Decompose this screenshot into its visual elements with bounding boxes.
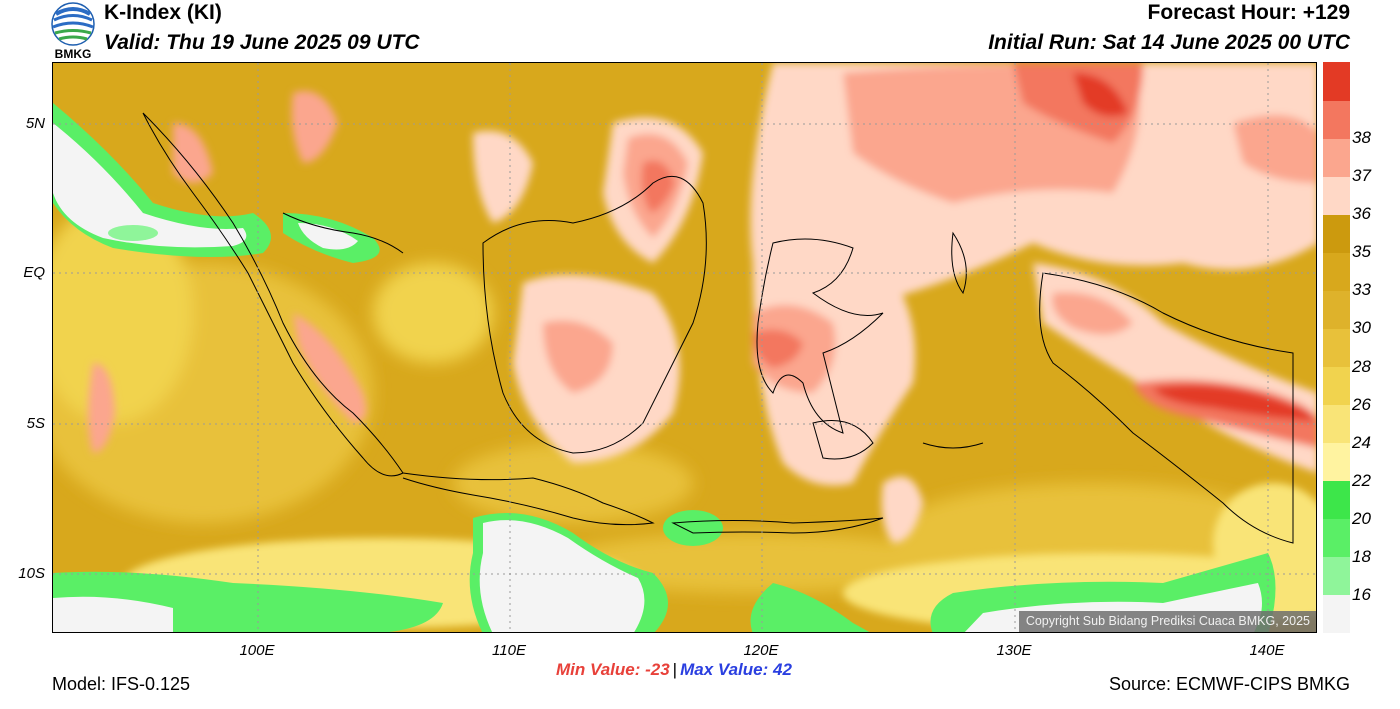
legend-swatch	[1323, 366, 1350, 406]
legend-swatch	[1323, 214, 1350, 253]
legend-tick-label: 28	[1352, 356, 1371, 376]
lat-label-5s: 5S	[26, 415, 45, 432]
field-high-values	[88, 63, 1316, 543]
lon-label-100e: 100E	[239, 642, 275, 659]
min-max-values: Min Value: -23 | Max Value: 42	[556, 660, 792, 680]
color-legend	[1323, 62, 1350, 634]
graticule	[53, 63, 1316, 632]
legend-tick-label: 22	[1352, 470, 1371, 490]
legend-tick-label: 26	[1352, 394, 1371, 414]
valid-time: Valid: Thu 19 June 2025 09 UTC	[104, 31, 420, 54]
legend-tick-label: 30	[1352, 318, 1371, 338]
legend-swatch	[1323, 556, 1350, 596]
legend-swatch	[1323, 480, 1350, 520]
stats-separator: |	[672, 660, 678, 679]
lat-label-5n: 5N	[25, 115, 45, 132]
copyright-notice: Copyright Sub Bidang Prediksi Cuaca BMKG…	[1018, 611, 1316, 632]
field-dry-areas	[53, 103, 1276, 632]
legend-swatch	[1323, 176, 1350, 215]
lon-label-130e: 130E	[996, 642, 1032, 659]
legend-tick-label: 37	[1352, 166, 1371, 186]
legend-swatch	[1323, 62, 1350, 101]
bmkg-logo: BMKG	[50, 2, 100, 61]
source-label: Source: ECMWF-CIPS BMKG	[1108, 674, 1350, 694]
legend-tick-label: 24	[1352, 432, 1371, 452]
legend-swatch	[1323, 328, 1350, 368]
legend-swatch	[1323, 290, 1350, 329]
legend-tick-label: 16	[1352, 584, 1371, 604]
legend-tick-label: 35	[1352, 242, 1371, 262]
logo-text: BMKG	[55, 47, 92, 60]
k-index-map: Copyright Sub Bidang Prediksi Cuaca BMKG…	[52, 62, 1317, 633]
legend-swatch	[1323, 252, 1350, 291]
legend-swatch	[1323, 100, 1350, 139]
legend-swatch	[1323, 138, 1350, 177]
legend-swatch	[1323, 518, 1350, 558]
model-label: Model: IFS-0.125	[52, 674, 191, 694]
lat-label-10s: 10S	[18, 565, 45, 582]
lon-label-110e: 110E	[492, 642, 526, 659]
legend-swatch	[1323, 404, 1350, 444]
lat-label-eq: EQ	[23, 264, 45, 281]
legend-tick-label: 36	[1352, 204, 1371, 224]
legend-swatch	[1323, 594, 1350, 634]
initial-run: Initial Run: Sat 14 June 2025 00 UTC	[988, 31, 1350, 54]
min-value: Min Value: -23	[556, 660, 670, 679]
lon-label-140e: 140E	[1249, 642, 1285, 659]
legend-tick-label: 20	[1352, 508, 1371, 528]
legend-tick-label: 18	[1352, 546, 1371, 566]
max-value: Max Value: 42	[680, 660, 792, 679]
map-title: K-Index (KI)	[104, 1, 222, 24]
legend-swatch	[1323, 442, 1350, 482]
forecast-hour: Forecast Hour: +129	[1147, 1, 1351, 24]
legend-tick-label: 38	[1352, 128, 1371, 148]
lon-label-120e: 120E	[743, 642, 779, 659]
legend-tick-label: 33	[1352, 280, 1371, 300]
